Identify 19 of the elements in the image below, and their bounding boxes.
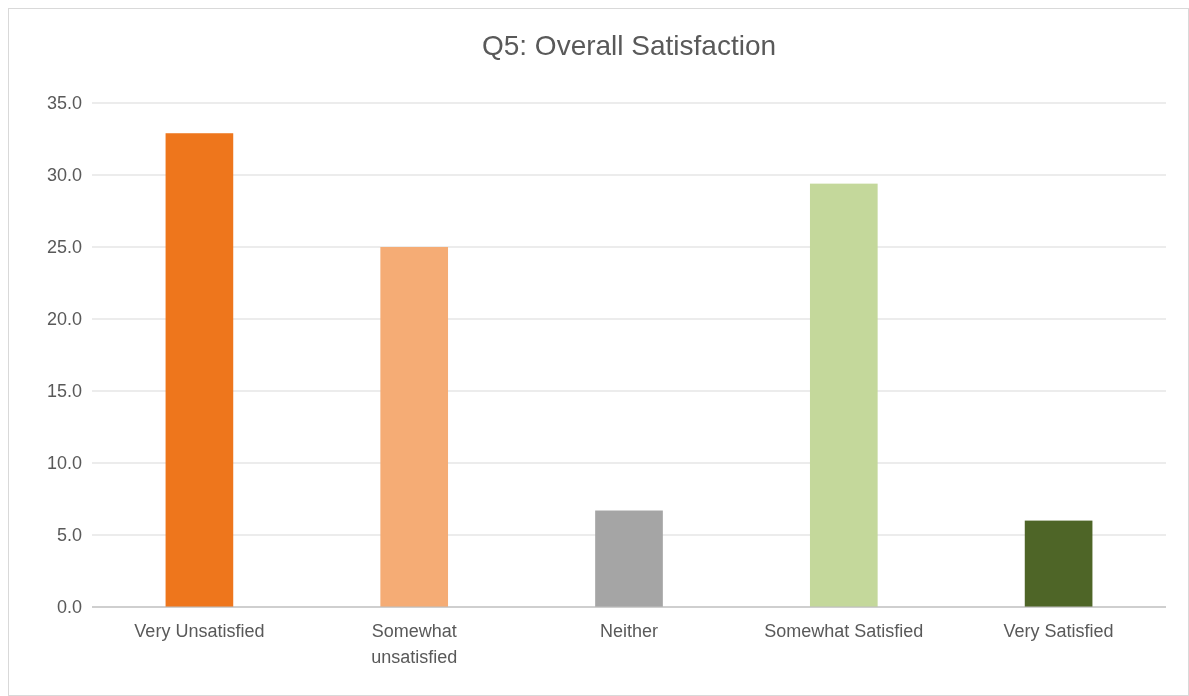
y-tick-label: 30.0 xyxy=(46,165,82,186)
y-tick-label: 5.0 xyxy=(56,525,82,546)
x-tick-label: Somewhat unsatisfied xyxy=(371,621,458,667)
x-tick-label: Somewhat Satisfied xyxy=(764,621,924,641)
bar xyxy=(595,510,663,607)
y-tick-label: 15.0 xyxy=(46,381,82,402)
y-tick-label: 35.0 xyxy=(46,93,82,114)
y-tick-label: 10.0 xyxy=(46,453,82,474)
y-tick-label: 20.0 xyxy=(46,309,82,330)
bar xyxy=(809,183,878,607)
bar xyxy=(380,247,449,607)
y-tick-label: 25.0 xyxy=(46,237,82,258)
x-tick-label: Neither xyxy=(599,621,659,641)
bar xyxy=(1024,520,1093,607)
chart-title: Q5: Overall Satisfaction xyxy=(481,30,777,61)
y-tick-label: 0.0 xyxy=(56,597,82,618)
x-tick-label: Very Satisfied xyxy=(1003,621,1114,641)
x-tick-label: Very Unsatisfied xyxy=(134,621,265,641)
bar xyxy=(165,133,234,607)
